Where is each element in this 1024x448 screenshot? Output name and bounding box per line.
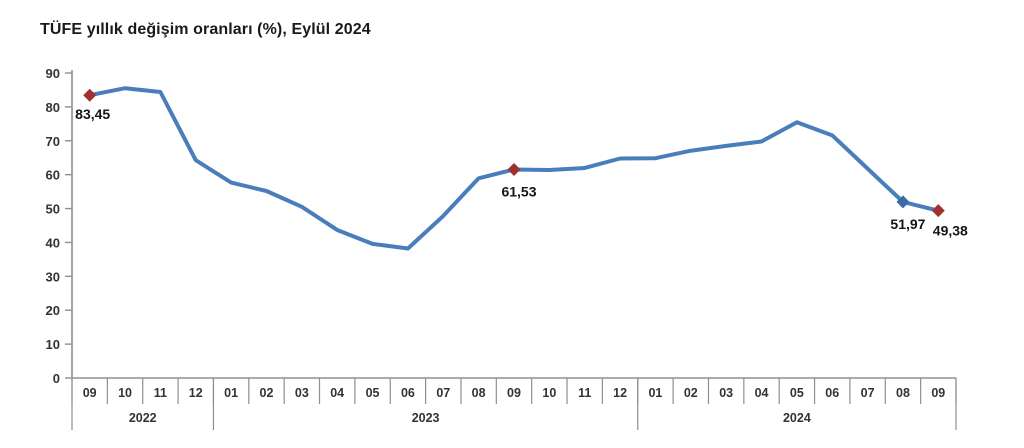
month-label: 12 — [189, 386, 203, 400]
month-label: 10 — [542, 386, 556, 400]
month-label: 02 — [684, 386, 698, 400]
chart-title: TÜFE yıllık değişim oranları (%), Eylül … — [40, 21, 371, 38]
month-label: 05 — [790, 386, 804, 400]
y-tick-label: 10 — [46, 337, 60, 352]
data-point-marker — [507, 162, 521, 176]
y-tick-label: 80 — [46, 100, 60, 115]
data-point-marker — [83, 88, 97, 102]
data-point-marker — [931, 204, 945, 218]
y-tick-label: 40 — [46, 235, 60, 250]
month-label: 06 — [401, 386, 415, 400]
month-label: 11 — [578, 386, 591, 400]
month-label: 09 — [507, 386, 521, 400]
month-label: 05 — [366, 386, 380, 400]
month-label: 07 — [861, 386, 875, 400]
month-label: 10 — [118, 386, 132, 400]
month-label: 11 — [154, 386, 167, 400]
year-label: 2024 — [783, 411, 811, 425]
year-label: 2023 — [412, 411, 440, 425]
month-label: 04 — [755, 386, 769, 400]
year-label: 2022 — [129, 411, 157, 425]
y-tick-label: 50 — [46, 202, 60, 217]
month-label: 07 — [436, 386, 450, 400]
y-tick-label: 20 — [46, 303, 60, 318]
month-label: 03 — [719, 386, 733, 400]
data-point-label: 49,38 — [933, 223, 968, 239]
data-point-label: 83,45 — [75, 106, 110, 122]
month-label: 04 — [330, 386, 344, 400]
y-tick-label: 60 — [46, 168, 60, 183]
month-label: 06 — [825, 386, 839, 400]
data-point-label: 51,97 — [890, 216, 925, 232]
y-tick-label: 30 — [46, 269, 60, 284]
month-label: 09 — [931, 386, 945, 400]
y-tick-label: 0 — [53, 371, 60, 386]
y-tick-label: 90 — [46, 66, 60, 81]
y-tick-label: 70 — [46, 134, 60, 149]
month-label: 09 — [83, 386, 97, 400]
data-point-label: 61,53 — [501, 183, 536, 199]
month-label: 01 — [224, 386, 238, 400]
month-label: 08 — [896, 386, 910, 400]
month-label: 12 — [613, 386, 627, 400]
data-point-marker — [896, 195, 910, 209]
month-label: 08 — [472, 386, 486, 400]
month-label: 03 — [295, 386, 309, 400]
month-label: 02 — [260, 386, 274, 400]
month-label: 01 — [648, 386, 662, 400]
